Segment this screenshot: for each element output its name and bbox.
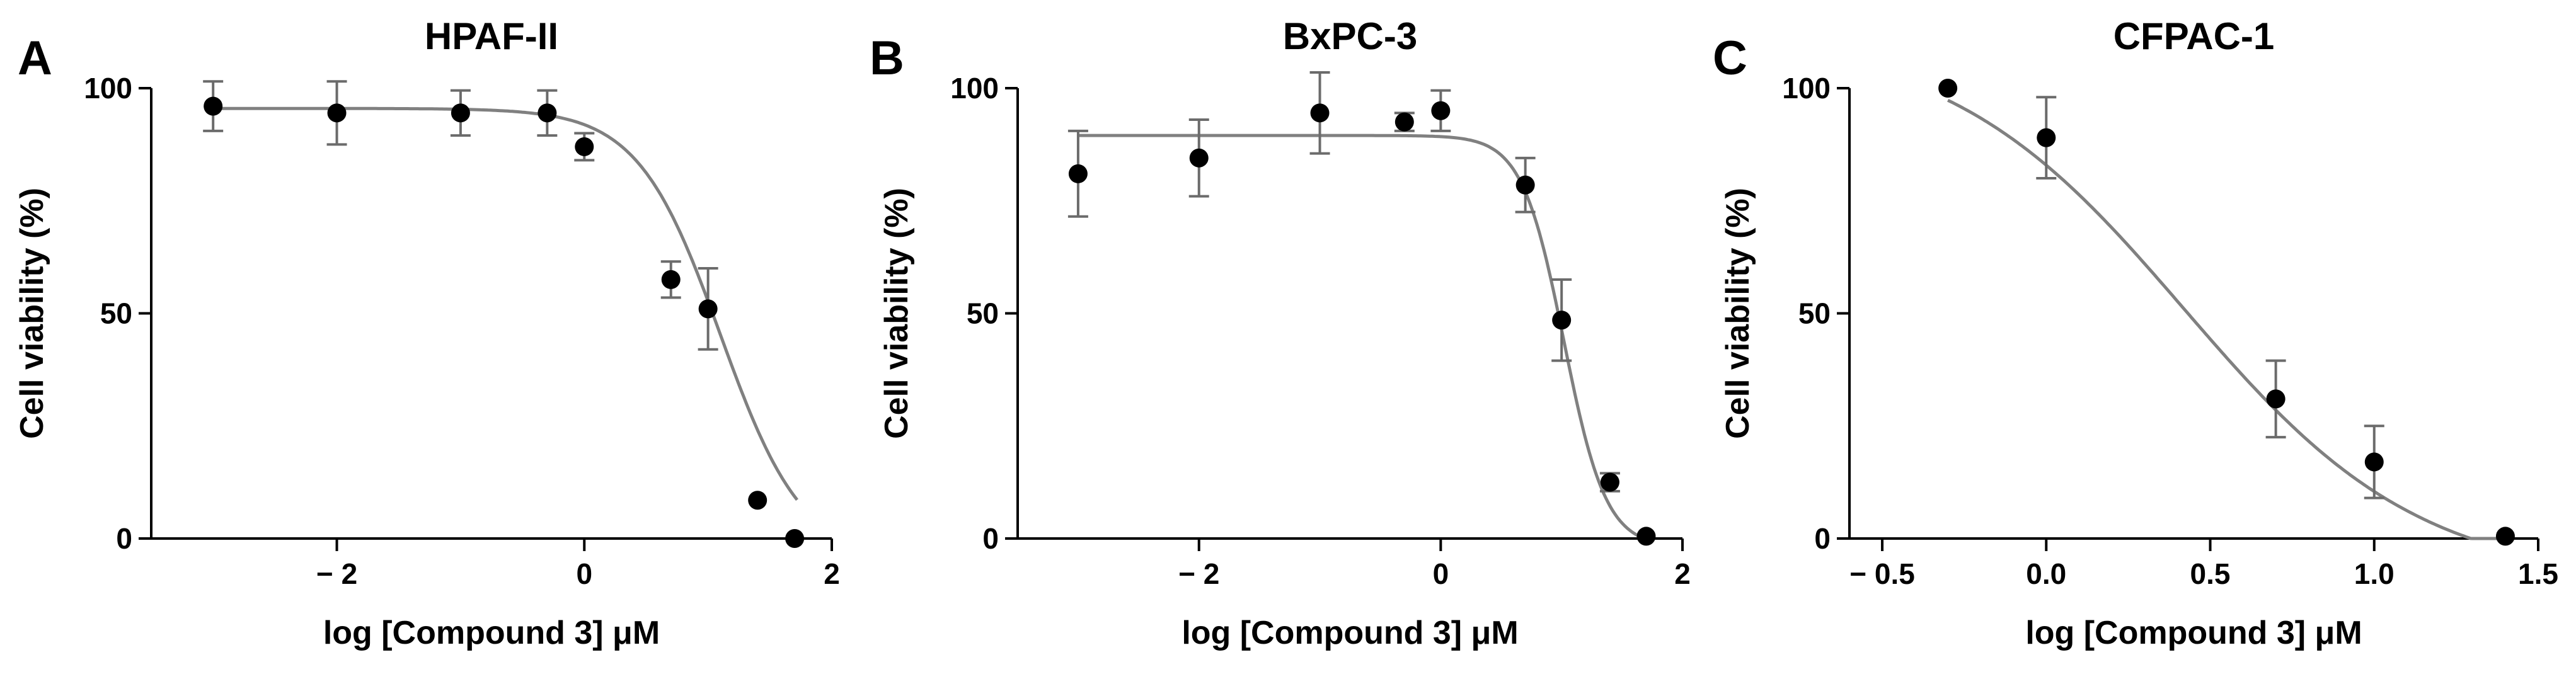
x-axis-label: log [Compound 3] μM — [323, 615, 660, 651]
data-point — [1515, 175, 1535, 195]
x-tick-label: 2 — [1674, 557, 1691, 590]
chart-title: HPAF-II — [425, 15, 558, 57]
data-point — [451, 103, 470, 123]
data-point — [748, 491, 768, 510]
y-tick-label: 50 — [1798, 297, 1831, 330]
data-point — [1394, 112, 1414, 132]
fit-curve — [1078, 134, 1649, 540]
panel-letter: A — [18, 31, 52, 85]
y-axis-label: Cell viability (%) — [1720, 188, 1756, 439]
fit-curve — [1947, 98, 2505, 540]
x-axis-label: log [Compound 3] μM — [2025, 615, 2362, 651]
y-tick-label: 100 — [950, 72, 999, 105]
data-point — [698, 299, 718, 319]
y-tick-label: 0 — [1814, 522, 1831, 555]
x-tick-label: 2 — [824, 557, 840, 590]
x-tick-label: − 0.5 — [1849, 557, 1915, 590]
y-tick-label: 50 — [100, 297, 132, 330]
x-axis-label: log [Compound 3] μM — [1182, 615, 1518, 651]
data-point — [785, 529, 805, 548]
data-point — [1552, 311, 1572, 330]
x-tick-label: 0.5 — [2190, 557, 2231, 590]
data-point — [1189, 148, 1209, 168]
y-tick-label: 100 — [1782, 72, 1831, 105]
chart-title: BxPC-3 — [1283, 15, 1417, 57]
data-point — [204, 96, 223, 116]
panel-c: C CFPAC-1 0 50 100 − 0.5 0.0 0.5 1.0 1.5 log [Comp… — [1713, 15, 2558, 651]
y-tick-label: 0 — [982, 522, 999, 555]
x-tick-label: 0 — [576, 557, 592, 590]
data-point — [575, 137, 594, 156]
x-tick-label: − 2 — [316, 557, 357, 590]
data-point — [2266, 389, 2286, 409]
data-point — [1938, 79, 1958, 98]
data-point — [327, 103, 347, 123]
x-tick-label: 1.0 — [2354, 557, 2395, 590]
y-tick-label: 100 — [84, 72, 132, 105]
data-point — [538, 103, 557, 123]
panel-a: A HPAF-II 0 50 100 − 2 0 2 log [Compound 3] μM Ce… — [14, 15, 840, 651]
y-axis-label: Cell viability (%) — [14, 188, 50, 439]
panel-b: B BxPC-3 0 50 100 − 2 0 2 log [Compound 3] μM Cel… — [870, 15, 1691, 651]
data-point — [1600, 472, 1619, 492]
x-tick-label: 0.0 — [2026, 557, 2066, 590]
x-tick-label: 0 — [1433, 557, 1449, 590]
fit-curve — [213, 106, 798, 501]
panel-letter: B — [870, 31, 904, 85]
data-point — [2037, 128, 2056, 147]
y-axis-label: Cell viability (%) — [878, 188, 915, 439]
data-point — [1068, 164, 1088, 183]
y-tick-label: 0 — [116, 522, 132, 555]
y-tick-label: 50 — [967, 297, 999, 330]
panel-letter: C — [1713, 31, 1747, 85]
data-point — [661, 270, 681, 289]
x-tick-label: 1.5 — [2518, 557, 2558, 590]
data-point — [2364, 452, 2384, 472]
data-point — [1431, 101, 1451, 120]
data-point — [2495, 527, 2515, 546]
data-point — [1636, 527, 1656, 546]
x-tick-label: − 2 — [1178, 557, 1219, 590]
data-point — [1310, 103, 1330, 123]
chart-title: CFPAC-1 — [2113, 15, 2275, 57]
